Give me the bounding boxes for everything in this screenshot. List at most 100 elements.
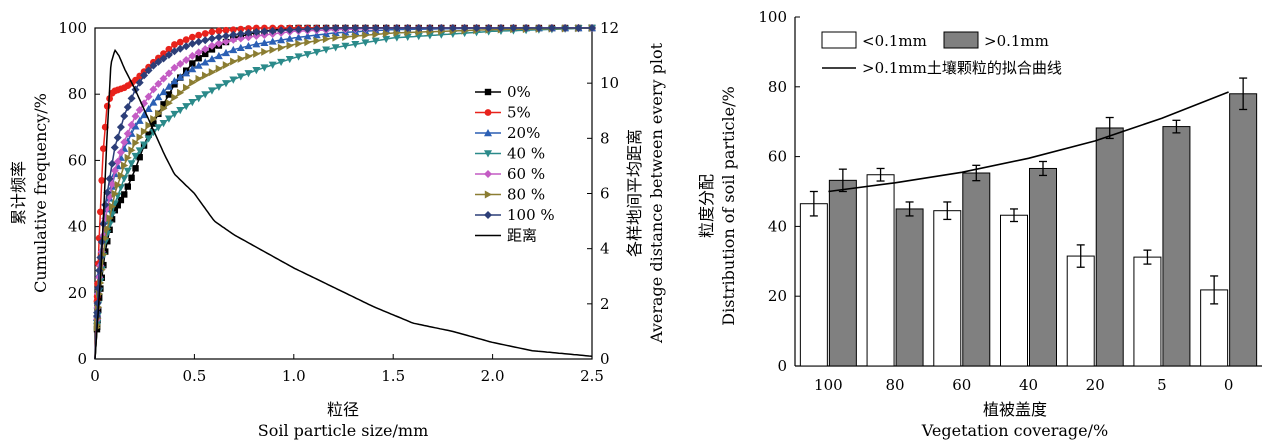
data-point: [201, 45, 210, 54]
data-point: [207, 41, 216, 50]
data-point: [303, 25, 312, 34]
data-point: [201, 58, 210, 66]
bar-y-tick-label: 60: [768, 148, 787, 166]
data-point: [140, 127, 149, 136]
data-point: [222, 61, 230, 70]
data-point: [201, 91, 210, 99]
data-point: [322, 46, 331, 54]
data-point: [159, 87, 168, 96]
data-point: [392, 34, 401, 42]
data-point: [304, 38, 312, 47]
data-point: [154, 57, 163, 66]
data-point: [113, 133, 122, 142]
data-point: [221, 37, 230, 46]
legend-label: 20%: [507, 124, 540, 142]
bar-fine: [799, 203, 828, 367]
data-point: [534, 24, 543, 32]
data-point: [229, 26, 237, 34]
right-y-axis-label: Average distance between every plot: [647, 42, 666, 344]
bar-coarse: [1095, 127, 1124, 367]
data-point: [221, 48, 230, 57]
data-point: [99, 145, 107, 153]
bar-y-tick-label: 80: [768, 78, 787, 96]
data-point: [331, 44, 340, 52]
right-y-tick-label: 8: [600, 129, 610, 147]
data-point: [93, 308, 102, 317]
data-point: [207, 34, 216, 43]
data-point: [171, 93, 179, 102]
bar-x-tick-label: 0: [1224, 376, 1234, 394]
data-point: [277, 58, 286, 67]
data-point: [294, 25, 303, 34]
data-point: [472, 24, 481, 32]
particle-distribution-chart: 0 20 40 60 80 100 100 80 60 40 20 5 0 <0.1mm >0.1mm >…: [697, 8, 1262, 440]
left-y-axis-label: Cumulative frequency/%: [31, 93, 50, 293]
data-point: [215, 64, 223, 73]
data-point: [182, 69, 191, 77]
bar-coarse: [828, 179, 857, 367]
data-point: [285, 55, 294, 64]
bar-x-axis-label: Vegetation coverage/%: [921, 421, 1108, 440]
data-point: [149, 61, 158, 70]
data-point: [214, 83, 223, 91]
data-point: [207, 54, 216, 63]
right-y-tick-label: 4: [600, 240, 610, 258]
data-point: [268, 37, 277, 45]
data-point: [128, 146, 136, 155]
bar-y-tick-label: 40: [768, 217, 787, 235]
data-point: [108, 159, 117, 168]
data-point: [484, 24, 493, 32]
data-point: [170, 47, 179, 56]
bar-fine: [1066, 255, 1095, 367]
data-point: [120, 138, 129, 147]
data-point: [268, 26, 277, 35]
data-point: [194, 95, 203, 103]
data-point: [236, 34, 245, 43]
data-point: [144, 135, 153, 143]
data-point: [208, 28, 216, 36]
data-point: [111, 189, 119, 198]
legend-label: >0.1mm土壤颗粒的拟合曲线: [862, 59, 1062, 77]
data-point: [103, 230, 112, 238]
data-point: [188, 39, 197, 48]
data-point: [135, 105, 144, 114]
bar-x-tick-label: 20: [1086, 376, 1105, 394]
bar-fine: [1000, 214, 1028, 367]
data-point: [277, 43, 286, 52]
data-point: [312, 24, 321, 33]
data-point: [123, 103, 132, 112]
left-y-tick-label: 100: [58, 19, 87, 37]
data-point: [214, 39, 223, 48]
data-point: [252, 67, 261, 75]
data-point: [176, 38, 184, 46]
data-point: [176, 73, 185, 81]
data-point: [110, 166, 119, 175]
data-point: [132, 165, 139, 172]
bar-x-tick-label: 80: [886, 376, 905, 394]
data-point: [312, 48, 321, 57]
data-point: [403, 24, 412, 32]
left-y-tick-label: 60: [68, 151, 87, 169]
data-point: [140, 110, 149, 119]
data-point: [114, 202, 121, 209]
data-point: [561, 24, 570, 32]
data-point: [285, 34, 294, 42]
left-y-axis-label-cn: 累计频率: [9, 161, 28, 225]
data-point: [96, 253, 105, 262]
data-point: [150, 115, 158, 124]
data-point: [437, 24, 446, 32]
data-point: [331, 24, 340, 32]
data-point: [160, 101, 167, 108]
data-point: [229, 45, 238, 54]
legend-marker: [484, 190, 492, 199]
data-point: [202, 50, 209, 58]
data-point: [145, 121, 153, 130]
data-point: [207, 87, 216, 95]
data-point: [117, 171, 125, 180]
data-point: [164, 115, 173, 123]
data-point: [140, 141, 149, 149]
data-point: [260, 38, 269, 47]
data-point: [159, 54, 168, 63]
data-point: [176, 107, 185, 115]
data-point: [260, 64, 269, 72]
